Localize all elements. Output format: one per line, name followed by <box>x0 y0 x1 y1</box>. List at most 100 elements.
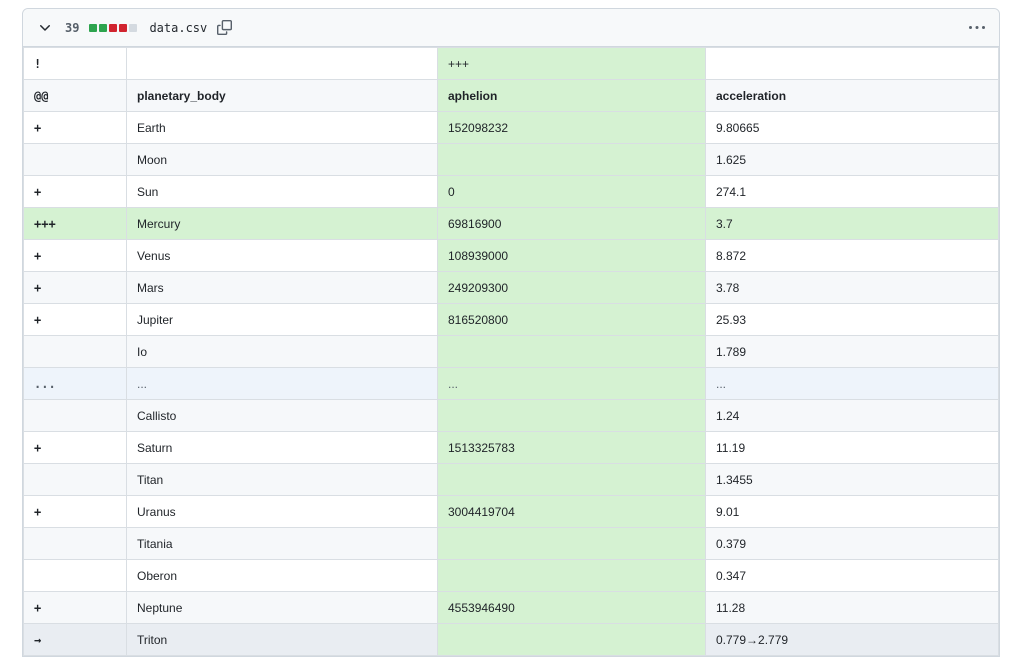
gutter-cell: + <box>23 271 127 304</box>
acceleration-cell: 1.625 <box>705 143 999 176</box>
diffstat-neutral-block <box>129 23 138 32</box>
planetary-body-cell: Mars <box>126 271 438 304</box>
acceleration-cell: 0.347 <box>705 559 999 592</box>
table-row: +++ Mercury 69816900 3.7 <box>23 207 999 240</box>
aphelion-cell: +++ <box>437 47 706 80</box>
planetary-body-cell: Earth <box>126 111 438 144</box>
copy-file-path-button[interactable] <box>215 18 234 37</box>
gutter-cell: ... <box>23 367 127 400</box>
file-name: data.csv <box>149 20 208 35</box>
planetary-body-cell: Sun <box>126 175 438 208</box>
csv-diff-table: ! +++ @@ planetary_body aphelion acceler… <box>23 47 999 656</box>
table-row: Titan 1.3455 <box>23 463 999 496</box>
acceleration-cell: 1.24 <box>705 399 999 432</box>
kebab-horizontal-icon <box>969 20 985 36</box>
acceleration-cell: 9.80665 <box>705 111 999 144</box>
gutter-cell: → <box>23 623 127 656</box>
aphelion-cell: ... <box>437 367 706 400</box>
table-row: Io 1.789 <box>23 335 999 368</box>
planetary-body-cell: ... <box>126 367 438 400</box>
planetary-body-cell: Oberon <box>126 559 438 592</box>
aphelion-cell <box>437 527 706 560</box>
acceleration-cell: 11.28 <box>705 591 999 624</box>
table-row: + Earth 152098232 9.80665 <box>23 111 999 144</box>
gutter-cell: @@ <box>23 79 127 112</box>
planetary-body-cell <box>126 47 438 80</box>
changes-count: 39 <box>65 20 80 35</box>
acceleration-cell: 1.789 <box>705 335 999 368</box>
diffstat-added-block <box>89 23 98 32</box>
gutter-cell <box>23 559 127 592</box>
aphelion-cell <box>437 623 706 656</box>
planetary-body-cell: Titan <box>126 463 438 496</box>
acceleration-cell: 11.19 <box>705 431 999 464</box>
table-row: @@ planetary_body aphelion acceleration <box>23 79 999 112</box>
table-row: Moon 1.625 <box>23 143 999 176</box>
acceleration-cell: 0.779→2.779 <box>705 623 999 656</box>
acceleration-cell: 1.3455 <box>705 463 999 496</box>
table-row: ! +++ <box>23 47 999 80</box>
gutter-cell <box>23 335 127 368</box>
acceleration-cell: 8.872 <box>705 239 999 272</box>
table-row: + Saturn 1513325783 11.19 <box>23 431 999 464</box>
table-row: + Venus 108939000 8.872 <box>23 239 999 272</box>
gutter-cell <box>23 463 127 496</box>
gutter-cell <box>23 527 127 560</box>
planetary-body-cell: Callisto <box>126 399 438 432</box>
table-row: + Uranus 3004419704 9.01 <box>23 495 999 528</box>
planetary-body-cell: planetary_body <box>126 79 438 112</box>
gutter-cell <box>23 143 127 176</box>
planetary-body-cell: Triton <box>126 623 438 656</box>
diff-table-body: ! +++ @@ planetary_body aphelion acceler… <box>23 47 999 656</box>
planetary-body-cell: Titania <box>126 527 438 560</box>
planetary-body-cell: Venus <box>126 239 438 272</box>
planetary-body-cell: Moon <box>126 143 438 176</box>
table-row: + Sun 0 274.1 <box>23 175 999 208</box>
table-row: Oberon 0.347 <box>23 559 999 592</box>
gutter-cell: + <box>23 111 127 144</box>
acceleration-cell: 9.01 <box>705 495 999 528</box>
acceleration-cell: 274.1 <box>705 175 999 208</box>
copy-icon <box>217 20 233 35</box>
aphelion-cell <box>437 399 706 432</box>
acceleration-cell: 0.379 <box>705 527 999 560</box>
file-diff-header: 39 data.csv <box>23 9 999 47</box>
file-diff-container: 39 data.csv ! +++ <box>22 8 1000 657</box>
collapse-file-button[interactable] <box>35 18 55 38</box>
file-options-button[interactable] <box>967 18 987 38</box>
aphelion-cell: 108939000 <box>437 239 706 272</box>
table-row: + Mars 249209300 3.78 <box>23 271 999 304</box>
gutter-cell: + <box>23 591 127 624</box>
aphelion-cell: 69816900 <box>437 207 706 240</box>
acceleration-cell: ... <box>705 367 999 400</box>
planetary-body-cell: Saturn <box>126 431 438 464</box>
planetary-body-cell: Jupiter <box>126 303 438 336</box>
planetary-body-cell: Mercury <box>126 207 438 240</box>
aphelion-cell: 249209300 <box>437 271 706 304</box>
aphelion-cell: aphelion <box>437 79 706 112</box>
acceleration-cell: acceleration <box>705 79 999 112</box>
gutter-cell: + <box>23 495 127 528</box>
acceleration-cell <box>705 47 999 80</box>
planetary-body-cell: Io <box>126 335 438 368</box>
aphelion-cell: 1513325783 <box>437 431 706 464</box>
table-row: → Triton 0.779→2.779 <box>23 623 999 656</box>
aphelion-cell <box>437 335 706 368</box>
gutter-cell: ! <box>23 47 127 80</box>
diffstat-deleted-block <box>119 23 128 32</box>
acceleration-cell: 25.93 <box>705 303 999 336</box>
gutter-cell: + <box>23 303 127 336</box>
gutter-cell: +++ <box>23 207 127 240</box>
chevron-down-icon <box>37 20 53 36</box>
acceleration-cell: 3.78 <box>705 271 999 304</box>
planetary-body-cell: Neptune <box>126 591 438 624</box>
gutter-cell <box>23 399 127 432</box>
table-row: ... ... ... ... <box>23 367 999 400</box>
diffstat-blocks <box>89 23 138 32</box>
table-row: + Neptune 4553946490 11.28 <box>23 591 999 624</box>
gutter-cell: + <box>23 239 127 272</box>
aphelion-cell <box>437 559 706 592</box>
planetary-body-cell: Uranus <box>126 495 438 528</box>
table-row: Titania 0.379 <box>23 527 999 560</box>
aphelion-cell <box>437 143 706 176</box>
